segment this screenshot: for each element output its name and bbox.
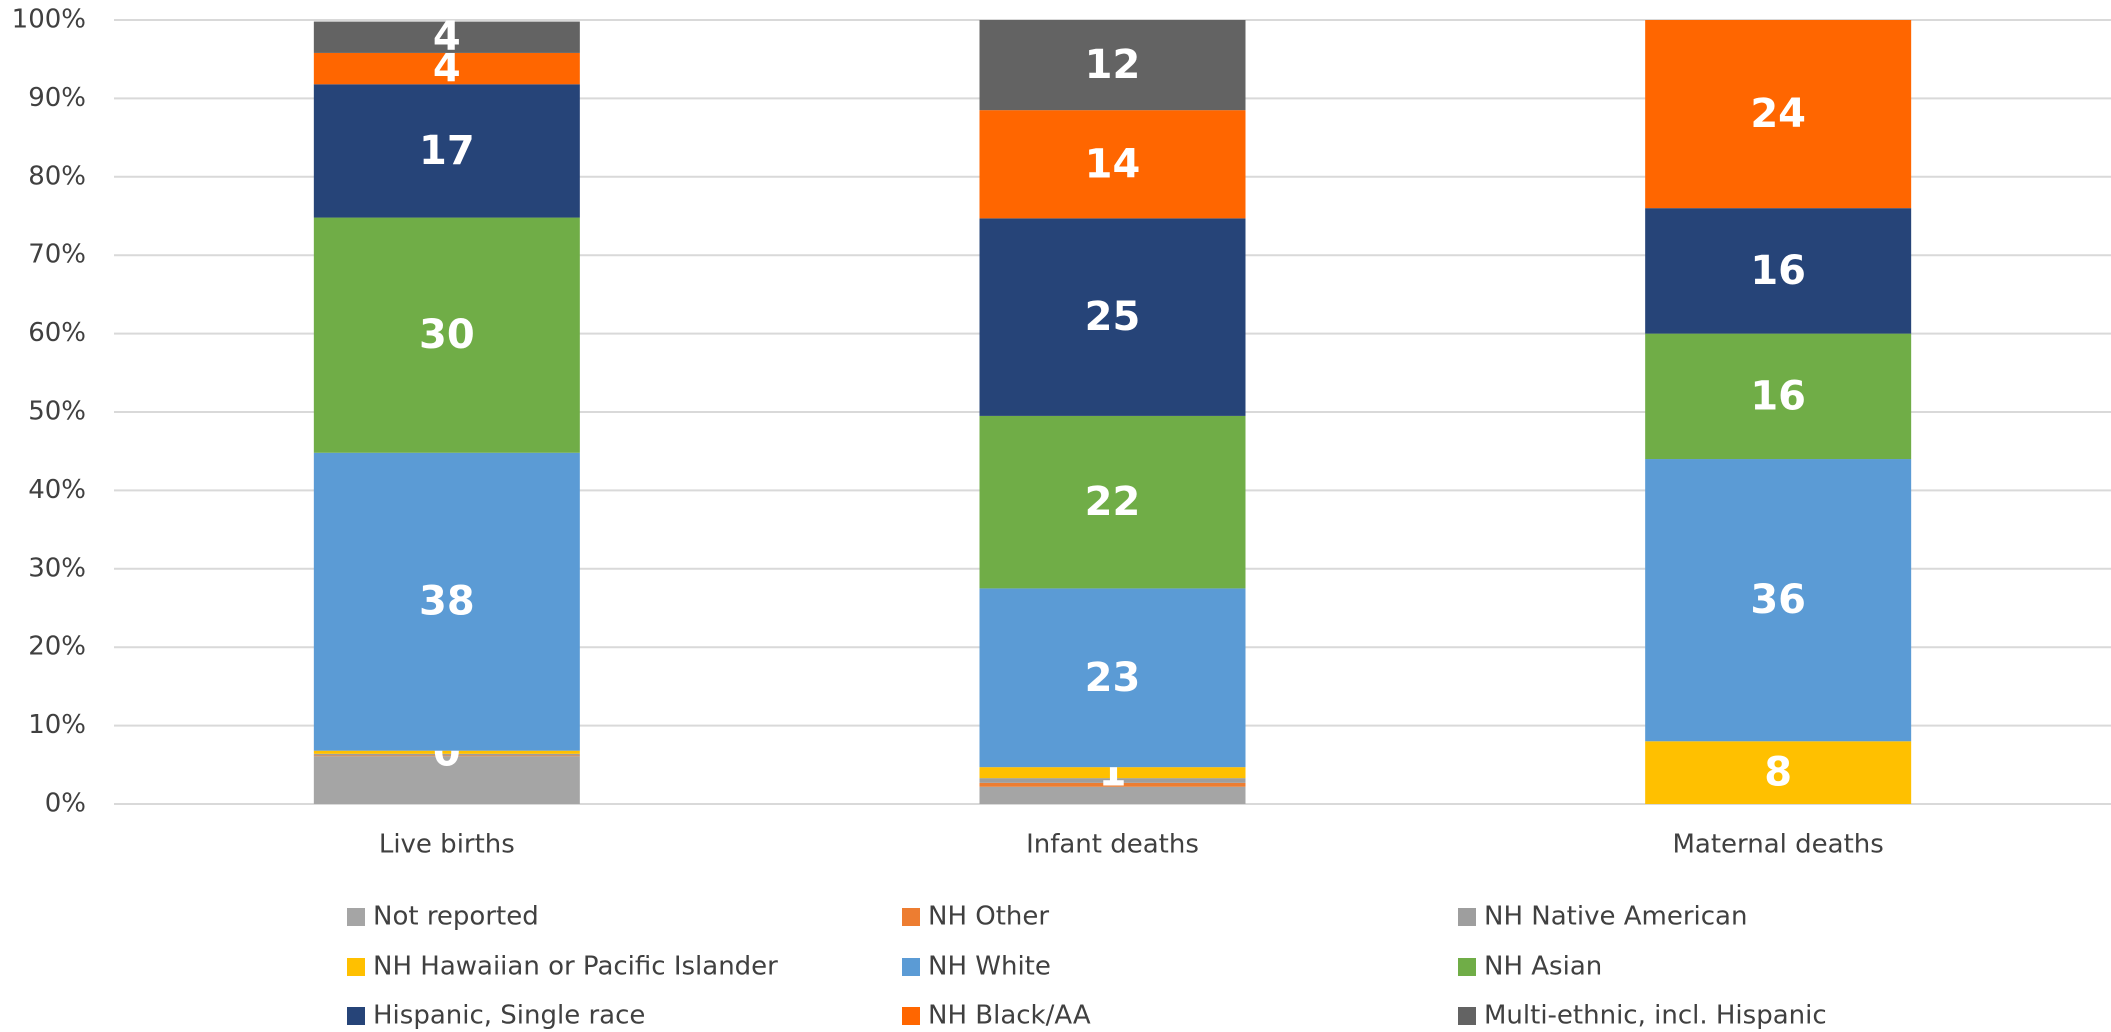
legend-label: NH Asian [1484, 952, 1602, 982]
data-label: 14 [1085, 141, 1141, 187]
bar-segment [313, 52, 580, 85]
bar-segment [979, 218, 1246, 416]
legend-swatch [902, 1007, 920, 1025]
y-tick-label: 0% [45, 789, 86, 819]
legend-swatch [902, 958, 920, 976]
legend-label: NH Other [928, 902, 1049, 932]
bar-segment [313, 84, 580, 218]
y-tick-label: 100% [12, 5, 86, 35]
legend-swatch [1458, 908, 1476, 926]
bar-segment [313, 756, 580, 804]
legend-label: Hispanic, Single race [373, 1001, 645, 1031]
legend-label: Multi-ethnic, incl. Hispanic [1484, 1001, 1827, 1031]
bar-segment [979, 778, 1246, 783]
data-label: 17 [419, 128, 475, 174]
data-label: 4 [433, 14, 461, 60]
bar-segment [979, 588, 1246, 768]
y-tick-label: 50% [28, 397, 86, 427]
data-label: 36 [1750, 577, 1806, 623]
bar-segment [1645, 459, 1912, 742]
bar-segment [1645, 333, 1912, 460]
legend-swatch [347, 1007, 365, 1025]
data-label: 4 [433, 46, 461, 92]
bar-segment [979, 20, 1246, 111]
bar-segment [979, 415, 1246, 589]
bar-segment [979, 782, 1246, 787]
y-tick-label: 20% [28, 632, 86, 662]
y-tick-label: 40% [28, 475, 86, 505]
data-label: 12 [1085, 42, 1141, 88]
legend-swatch [347, 958, 365, 976]
bar-segment [313, 750, 580, 754]
data-label: 22 [1085, 479, 1141, 525]
legend-swatch [1458, 1007, 1476, 1025]
x-tick-label: Infant deaths [1026, 830, 1199, 860]
y-tick-label: 60% [28, 318, 86, 348]
legend-label: Not reported [373, 902, 539, 932]
legend-label: NH Native American [1484, 902, 1747, 932]
legend-label: NH Hawaiian or Pacific Islander [373, 952, 778, 982]
bar-segment [313, 753, 580, 756]
y-tick-label: 30% [28, 553, 86, 583]
bar-segment [313, 755, 580, 757]
data-label: 16 [1750, 248, 1806, 294]
legend-label: NH White [928, 952, 1051, 982]
legend-swatch [902, 908, 920, 926]
data-label: 30 [419, 312, 475, 358]
bar-segment [1645, 741, 1912, 804]
bar-segment [979, 767, 1246, 779]
data-label: 38 [419, 579, 475, 625]
bar-segment [1645, 208, 1912, 334]
data-label: 8 [1764, 750, 1792, 796]
legend-label: NH Black/AA [928, 1001, 1091, 1031]
y-tick-label: 90% [28, 83, 86, 113]
bar-segment [313, 217, 580, 453]
bar-segment [1645, 20, 1912, 209]
bar-segment [313, 452, 580, 751]
data-label: 16 [1750, 373, 1806, 419]
y-tick-label: 80% [28, 161, 86, 191]
legend-swatch [347, 908, 365, 926]
y-tick-label: 70% [28, 240, 86, 270]
x-tick-label: Live births [379, 830, 515, 860]
data-label: 25 [1085, 294, 1141, 340]
bar-segment [979, 110, 1246, 219]
y-tick-label: 10% [28, 710, 86, 740]
legend-swatch [1458, 958, 1476, 976]
bar-segment [979, 786, 1246, 804]
bar-segment [313, 21, 580, 53]
x-tick-label: Maternal deaths [1672, 830, 1883, 860]
data-label: 24 [1750, 91, 1806, 137]
data-label: 23 [1085, 655, 1141, 701]
